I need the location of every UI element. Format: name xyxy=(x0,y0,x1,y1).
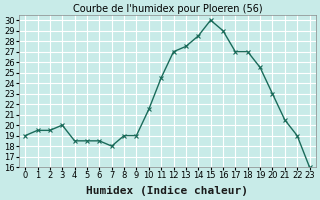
X-axis label: Humidex (Indice chaleur): Humidex (Indice chaleur) xyxy=(86,186,248,196)
Title: Courbe de l'humidex pour Ploeren (56): Courbe de l'humidex pour Ploeren (56) xyxy=(73,4,262,14)
